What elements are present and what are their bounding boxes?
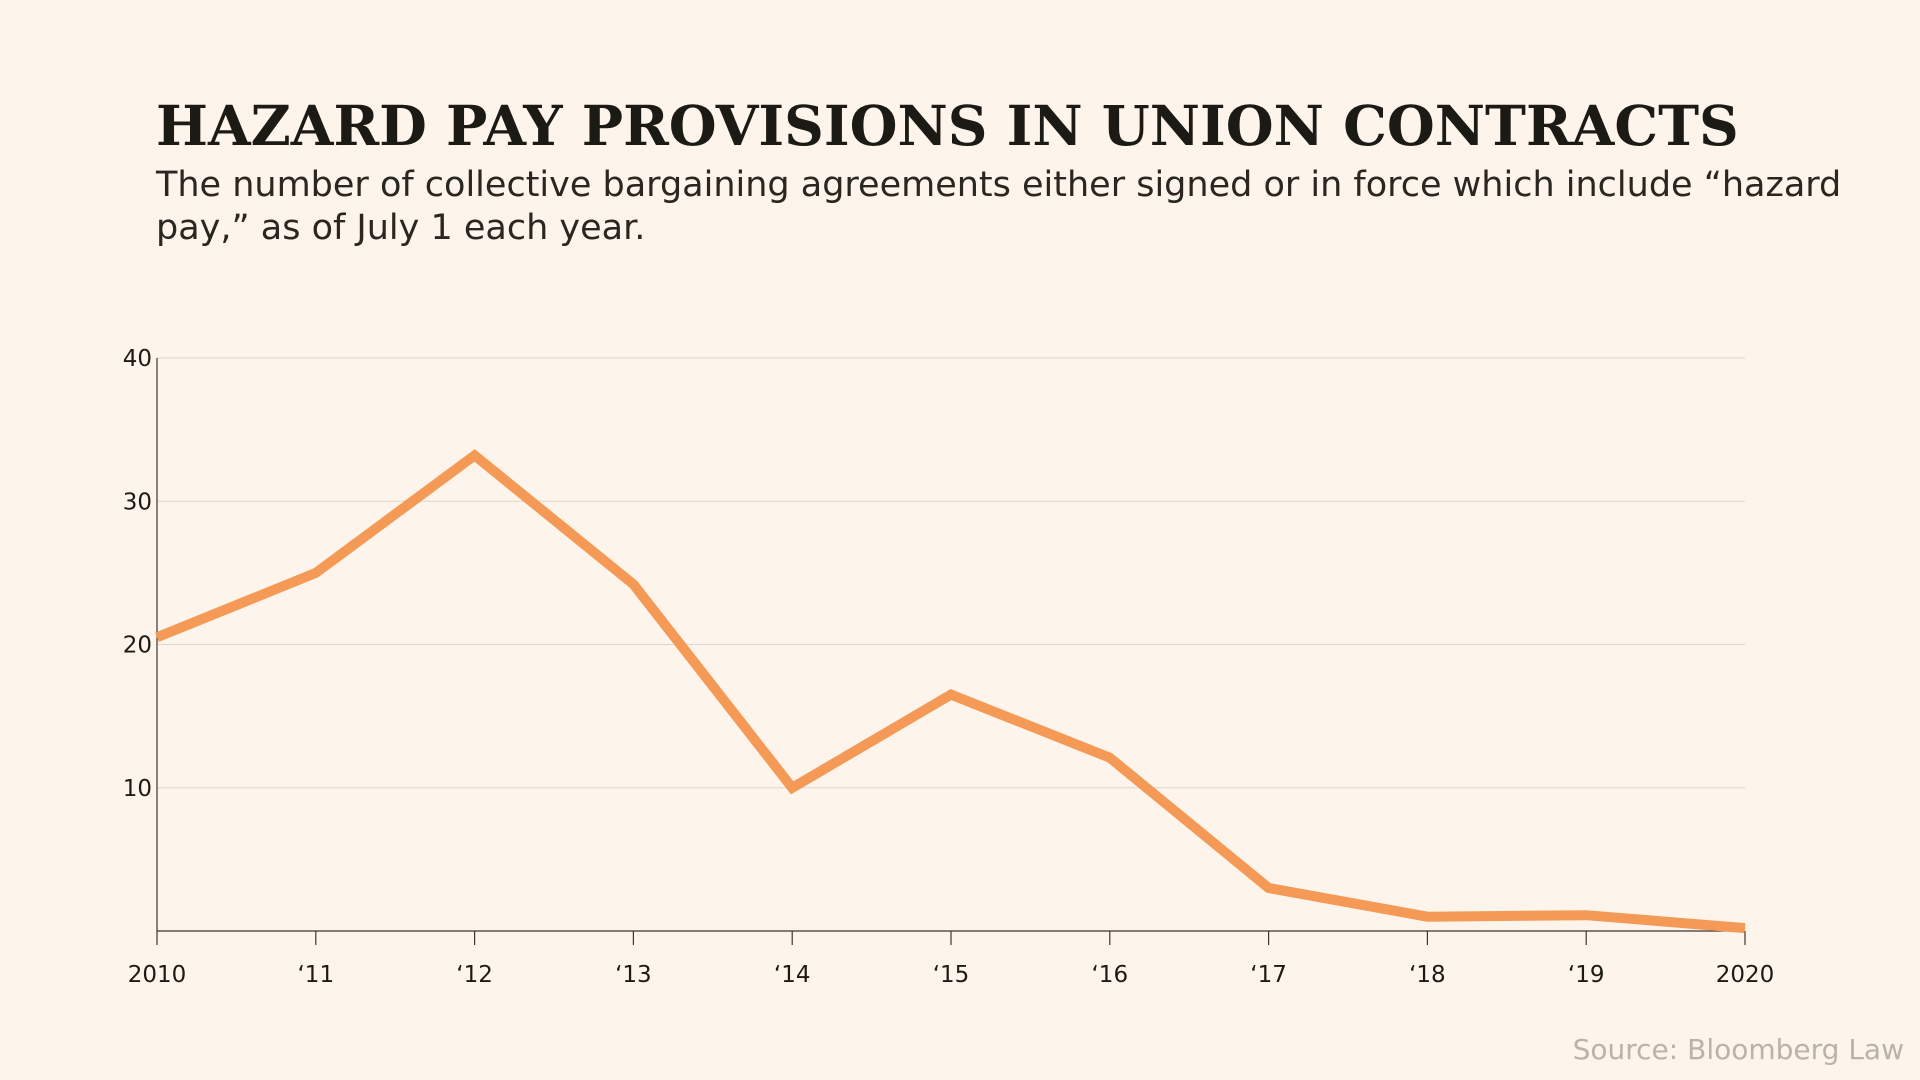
x-tick-label: ‘11 <box>298 962 335 988</box>
x-tick-label: ‘19 <box>1568 962 1605 988</box>
gridlines <box>157 357 1745 789</box>
data-point <box>1585 914 1587 916</box>
y-tick-label: 20 <box>123 633 152 659</box>
data-point <box>632 583 634 585</box>
y-tick-label: 40 <box>123 346 152 372</box>
data-point <box>1109 757 1111 759</box>
x-tick-label: 2010 <box>128 962 187 988</box>
y-tick-label: 30 <box>123 489 152 515</box>
tick-labels: 10 20 30 40 2010 ‘11 ‘12 ‘13 ‘14 ‘15 ‘16 ‘17 ‘18 ‘19 2… <box>123 346 1775 988</box>
x-tick-label: ‘18 <box>1409 962 1446 988</box>
series-layer <box>155 449 1746 934</box>
series-line <box>155 449 1746 934</box>
source-note: Source: Bloomberg Law <box>1572 1033 1904 1066</box>
data-point <box>791 787 793 789</box>
data-point <box>1744 927 1746 929</box>
x-tick-label: ‘15 <box>933 962 970 988</box>
data-point <box>950 694 952 696</box>
data-point <box>315 572 317 574</box>
axes <box>156 358 1746 945</box>
data-point <box>156 636 158 638</box>
data-point <box>1268 887 1270 889</box>
data-point <box>1426 916 1428 918</box>
data-point <box>474 454 476 456</box>
chart-subtitle: The number of collective bargaining agre… <box>156 165 1842 248</box>
chart-title: HAZARD PAY PROVISIONS IN UNION CONTRACTS <box>156 93 1739 158</box>
x-tick-label: ‘16 <box>1092 962 1129 988</box>
y-tick-label: 10 <box>123 776 152 802</box>
x-tick-label: ‘12 <box>456 962 493 988</box>
x-tick-label: ‘17 <box>1250 962 1287 988</box>
x-tick-label: ‘13 <box>615 962 652 988</box>
x-tick-label: 2020 <box>1716 962 1775 988</box>
x-tick-label: ‘14 <box>774 962 811 988</box>
